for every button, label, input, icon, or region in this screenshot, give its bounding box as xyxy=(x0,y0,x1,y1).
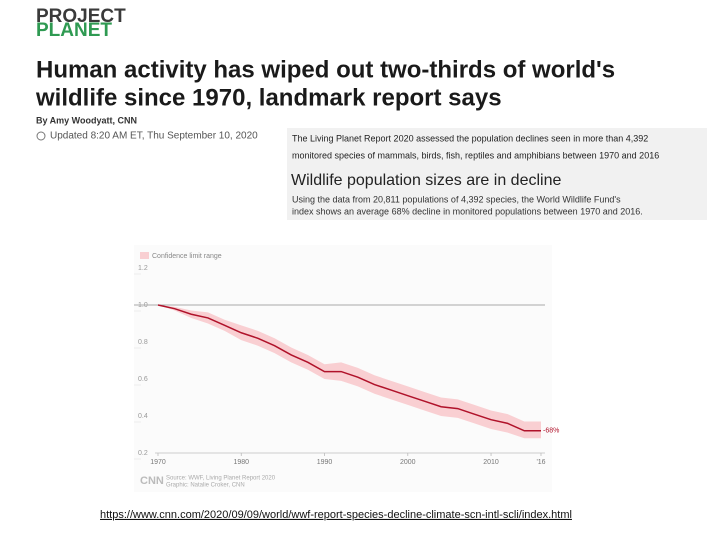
x-tick-label: 2000 xyxy=(400,459,416,466)
y-tick-label: 0.8 xyxy=(138,339,148,346)
y-tick-label: 0.2 xyxy=(138,450,148,457)
legend-swatch xyxy=(140,252,149,259)
x-tick-label: 2010 xyxy=(483,459,499,466)
x-tick-label: 1990 xyxy=(317,459,333,466)
legend-label: Confidence limit range xyxy=(152,253,222,260)
source-link[interactable]: https://www.cnn.com/2020/09/09/world/wwf… xyxy=(100,509,572,521)
brand: CNN xyxy=(140,475,164,487)
x-tick-label: 1970 xyxy=(150,459,166,466)
index-line xyxy=(157,304,541,432)
chart-subtitle: index shows an average 68% decline in mo… xyxy=(292,206,643,216)
y-tick-label: 1.2 xyxy=(138,265,148,272)
end-label: -68% xyxy=(543,428,559,435)
caption-box xyxy=(287,128,707,220)
source: Source: WWF, Living Planet Report 2020 xyxy=(166,476,276,482)
chart-subtitle: Using the data from 20,811 populations o… xyxy=(292,194,621,204)
clock-icon xyxy=(36,131,46,141)
y-tick-label: 0.6 xyxy=(138,376,148,383)
headline: Human activity has wiped out two-thirds … xyxy=(36,56,615,83)
logo-top: PROJECT xyxy=(36,6,126,27)
x-tick-label: 1980 xyxy=(233,459,249,466)
y-tick-label: 0.4 xyxy=(138,413,148,420)
headline: wildlife since 1970, landmark report say… xyxy=(35,84,502,111)
confidence-band xyxy=(158,305,541,439)
byline: By Amy Woodyatt, CNN xyxy=(36,115,137,125)
source: Graphic: Natalie Croker, CNN xyxy=(166,483,245,489)
caption: monitored species of mammals, birds, fis… xyxy=(292,150,659,160)
logo-bottom: PLANET xyxy=(36,20,112,41)
updated: Updated 8:20 AM ET, Thu September 10, 20… xyxy=(50,131,258,142)
caption: The Living Planet Report 2020 assessed t… xyxy=(292,133,648,143)
chart-title: Wildlife population sizes are in decline xyxy=(291,172,561,189)
x-tick-label: '16 xyxy=(536,459,545,466)
